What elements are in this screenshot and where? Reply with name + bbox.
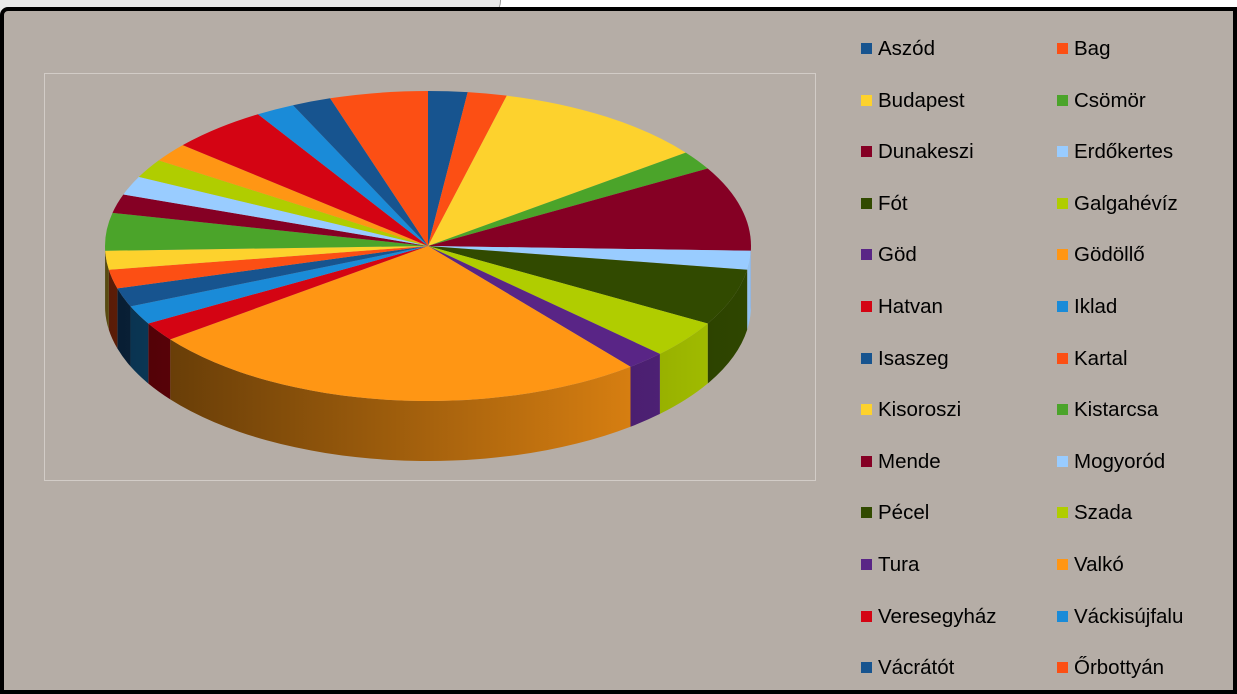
legend-item-vackisujfalu: Váckisújfalu [1057,601,1227,653]
legend-item-god: Göd [861,239,1057,291]
legend-swatch [1057,43,1068,54]
chart-legend: Aszód Bag Budapest Csömör Dunakeszi Erdőkerte… [861,33,1237,694]
legend-label: Csömör [1074,89,1146,113]
legend-label: Göd [878,243,917,267]
legend-swatch [861,404,872,415]
legend-item-erdokertes: Erdőkertes [1057,136,1227,188]
legend-item-godollo: Gödöllő [1057,239,1227,291]
legend-item-hatvan: Hatvan [861,291,1057,343]
legend-swatch [861,301,872,312]
legend-item-tura: Tura [861,549,1057,601]
legend-swatch [1057,198,1068,209]
legend-swatch [861,507,872,518]
legend-label: Budapest [878,89,965,113]
legend-item-vacratot: Vácrátót [861,652,1057,694]
legend-item-aszod: Aszód [861,33,1057,85]
legend-label: Őrbottyán [1074,656,1164,680]
legend-label: Bag [1074,37,1110,61]
legend-item-mende: Mende [861,446,1057,498]
legend-label: Pécel [878,501,929,525]
legend-item-bag: Bag [1057,33,1227,85]
legend-label: Kistarcsa [1074,398,1158,422]
legend-swatch [1057,249,1068,260]
legend-item-galgaheviz: Galgahévíz [1057,188,1227,240]
legend-swatch [1057,662,1068,673]
legend-label: Kisoroszi [878,398,961,422]
legend-label: Hatvan [878,295,943,319]
legend-swatch [861,146,872,157]
legend-swatch [861,662,872,673]
legend-item-mogyorod: Mogyoród [1057,446,1227,498]
legend-item-isaszeg: Isaszeg [861,343,1057,395]
legend-label: Gödöllő [1074,243,1145,267]
legend-item-kistarcsa: Kistarcsa [1057,394,1227,446]
legend-item-kartal: Kartal [1057,343,1227,395]
legend-label: Váckisújfalu [1074,605,1183,629]
legend-label: Galgahévíz [1074,192,1178,216]
legend-label: Valkó [1074,553,1124,577]
chart-area: Aszód Bag Budapest Csömör Dunakeszi Erdőkerte… [0,7,1237,694]
legend-swatch [1057,611,1068,622]
legend-item-valko: Valkó [1057,549,1227,601]
legend-item-iklad: Iklad [1057,291,1227,343]
legend-label: Veresegyház [878,605,997,629]
legend-label: Iklad [1074,295,1117,319]
legend-label: Erdőkertes [1074,140,1173,164]
legend-item-fot: Fót [861,188,1057,240]
legend-swatch [1057,146,1068,157]
legend-swatch [861,95,872,106]
legend-swatch [1057,353,1068,364]
legend-item-csomor: Csömör [1057,85,1227,137]
legend-item-budapest: Budapest [861,85,1057,137]
legend-label: Mende [878,450,941,474]
pie-top [105,91,751,401]
legend-swatch [1057,559,1068,570]
legend-swatch [1057,507,1068,518]
legend-item-orbottyan: Őrbottyán [1057,652,1227,694]
legend-swatch [861,559,872,570]
legend-label: Vácrátót [878,656,954,680]
legend-label: Aszód [878,37,935,61]
legend-item-pecel: Pécel [861,497,1057,549]
legend-swatch [861,249,872,260]
legend-swatch [861,43,872,54]
legend-item-szada: Szada [1057,497,1227,549]
legend-label: Szada [1074,501,1132,525]
legend-item-veresegyhaz: Veresegyház [861,601,1057,653]
legend-label: Tura [878,553,919,577]
legend-swatch [861,198,872,209]
legend-item-kisoroszi: Kisoroszi [861,394,1057,446]
legend-item-dunakeszi: Dunakeszi [861,136,1057,188]
legend-label: Dunakeszi [878,140,974,164]
legend-swatch [1057,95,1068,106]
legend-label: Mogyoród [1074,450,1165,474]
legend-label: Isaszeg [878,347,949,371]
legend-swatch [1057,456,1068,467]
legend-swatch [1057,301,1068,312]
legend-swatch [861,611,872,622]
legend-label: Fót [878,192,908,216]
legend-swatch [861,353,872,364]
legend-swatch [861,456,872,467]
legend-label: Kartal [1074,347,1128,371]
legend-swatch [1057,404,1068,415]
